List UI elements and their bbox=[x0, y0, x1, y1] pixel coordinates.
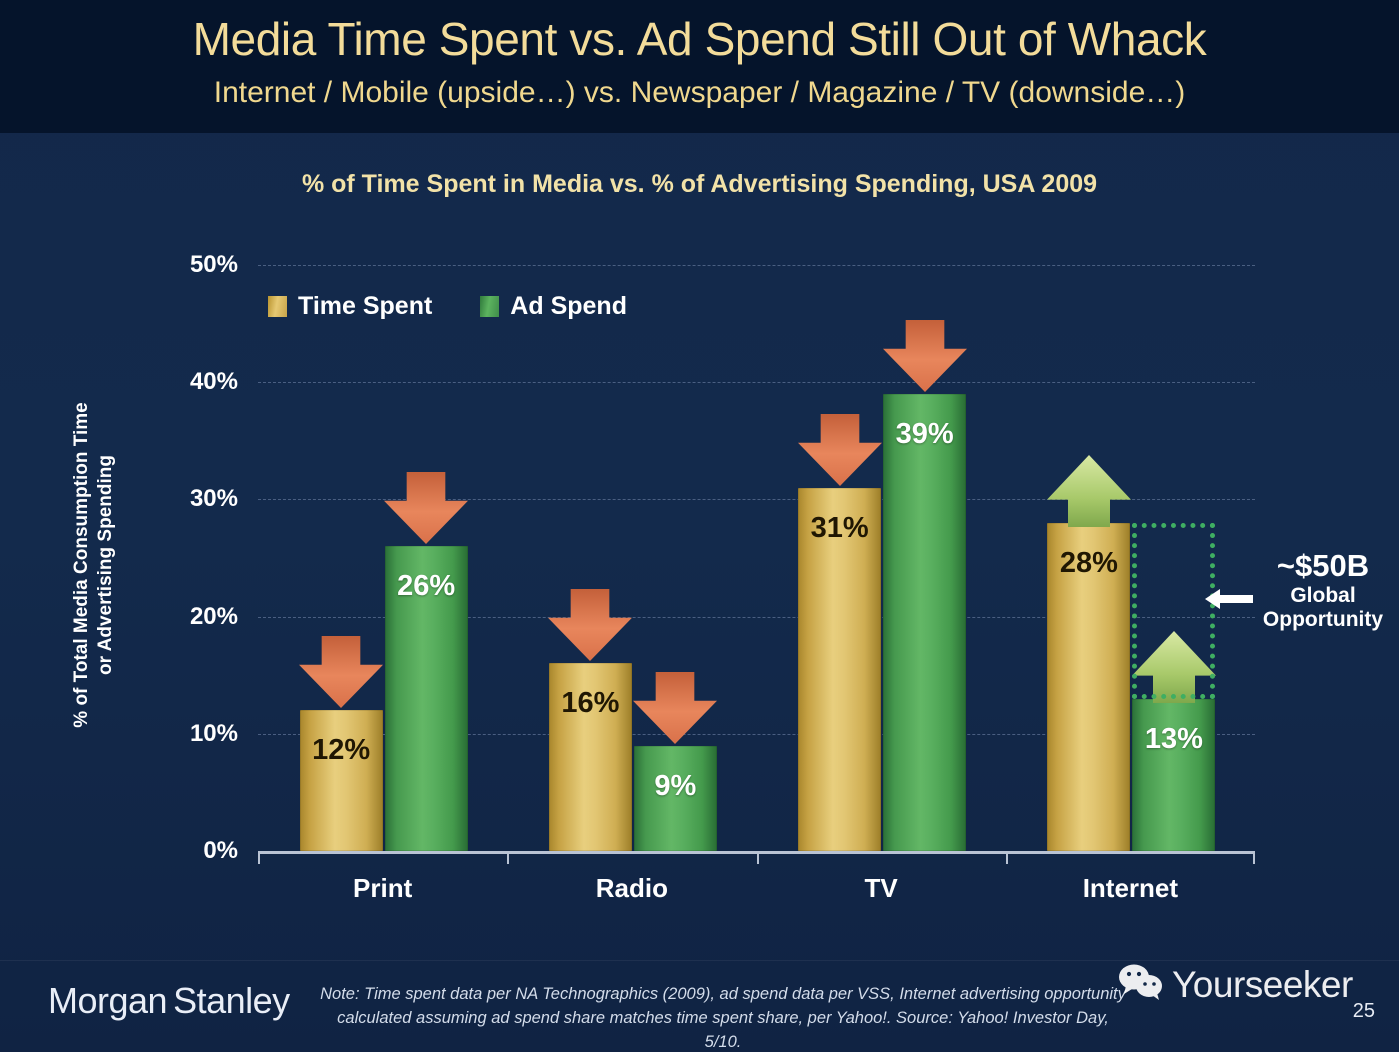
bar-value-label: 26% bbox=[397, 570, 456, 603]
page-number: 25 bbox=[1352, 1000, 1375, 1022]
gridline-10 bbox=[258, 733, 1255, 735]
morgan-stanley-logo: Morgan Stanley bbox=[48, 980, 290, 1022]
callout-line3: Opportunity bbox=[1262, 607, 1384, 631]
source-note-line2: spend share matches time spent share, pe… bbox=[514, 1008, 1109, 1051]
global-opportunity-callout: ~$50B Global Opportunity bbox=[1248, 548, 1398, 632]
y-tick-label-30%: 30% bbox=[189, 485, 238, 513]
x-axis-tick bbox=[507, 851, 510, 864]
gridline-20 bbox=[258, 616, 1255, 618]
watermark-text: Yourseeker bbox=[1172, 963, 1353, 1005]
x-axis-tick bbox=[1253, 851, 1255, 864]
slide-header: Media Time Spent vs. Ad Spend Still Out … bbox=[0, 0, 1399, 133]
callout-amount: ~$50B bbox=[1276, 548, 1370, 583]
y-axis-title-line1: % of Total Media Consumption Time bbox=[71, 402, 92, 728]
legend-item-time-spent[interactable]: Time Spent bbox=[268, 292, 432, 321]
gridline-40 bbox=[258, 382, 1255, 384]
x-category-label-internet: Internet bbox=[1082, 873, 1179, 903]
y-axis-title: % of Total Media Consumption Time or Adv… bbox=[70, 330, 130, 800]
x-axis-tick bbox=[258, 851, 260, 864]
x-category-label-tv: TV bbox=[864, 873, 898, 903]
callout-arrow-icon bbox=[1205, 588, 1253, 610]
bar-internet-time-spent[interactable]: 28% bbox=[1047, 522, 1131, 851]
up-arrow-icon-internet-ad-spend bbox=[1131, 630, 1216, 703]
source-note-line1: Note: Time spent data per NA Technograph… bbox=[320, 985, 1126, 1027]
down-arrow-icon-radio-time-spent bbox=[548, 589, 633, 662]
y-tick-label-50%: 50% bbox=[189, 251, 238, 278]
legend-item-ad-spend[interactable]: Ad Spend bbox=[480, 292, 627, 321]
x-axis-tick bbox=[756, 851, 759, 864]
bar-value-label: 16% bbox=[561, 687, 620, 720]
x-category-label-radio: Radio bbox=[595, 873, 668, 903]
down-arrow-icon-tv-time-spent bbox=[797, 413, 882, 486]
y-tick-label-40%: 40% bbox=[189, 368, 238, 396]
opportunity-gap-box bbox=[1132, 522, 1216, 699]
down-arrow-icon-print-time-spent bbox=[299, 636, 384, 709]
gridline-30 bbox=[258, 499, 1255, 501]
brand-second: Stanley bbox=[173, 980, 290, 1021]
x-axis-tick bbox=[1005, 851, 1008, 864]
legend-label: Time Spent bbox=[298, 292, 433, 320]
bar-tv-ad-spend[interactable]: 39% bbox=[883, 393, 967, 851]
gridline-50 bbox=[258, 265, 1255, 266]
bar-internet-ad-spend[interactable]: 13% bbox=[1132, 698, 1216, 851]
source-note: Note: Time spent data per NA Technograph… bbox=[318, 983, 1128, 1052]
bar-tv-time-spent[interactable]: 31% bbox=[798, 487, 882, 851]
brand-first: Morgan bbox=[48, 980, 168, 1021]
legend-label: Ad Spend bbox=[510, 292, 627, 320]
watermark: Yourseeker bbox=[1118, 963, 1353, 1006]
y-tick-label-0%: 0% bbox=[203, 837, 238, 864]
up-arrow-icon-internet-time-spent bbox=[1046, 454, 1131, 527]
chart-title: % of Time Spent in Media vs. % of Advert… bbox=[301, 170, 1098, 198]
down-arrow-icon-tv-ad-spend bbox=[882, 319, 967, 392]
bar-value-label: 39% bbox=[895, 417, 954, 450]
slide-subtitle: Internet / Mobile (upside…) vs. Newspape… bbox=[213, 76, 1186, 109]
bar-value-label: 31% bbox=[810, 511, 869, 544]
bar-value-label: 12% bbox=[312, 734, 371, 767]
chart-legend: Time Spent Ad Spend bbox=[268, 292, 627, 321]
legend-swatch-icon bbox=[480, 296, 500, 317]
down-arrow-icon-radio-ad-spend bbox=[633, 671, 718, 744]
bar-print-time-spent[interactable]: 12% bbox=[299, 710, 383, 851]
down-arrow-icon-print-ad-spend bbox=[384, 472, 469, 545]
legend-swatch-icon bbox=[268, 296, 287, 317]
x-category-label-print: Print bbox=[353, 873, 413, 903]
plot-area: 0% 10% 20% 30% 40% 50% 12% 26% 16% 9% 31% 39% 28% 13% bbox=[190, 251, 1255, 864]
y-tick-label-20%: 20% bbox=[189, 602, 238, 630]
bar-value-label: 28% bbox=[1059, 546, 1118, 579]
callout-line2: Global bbox=[1290, 583, 1356, 607]
y-axis-title-line2: or Advertising Spending bbox=[94, 455, 116, 675]
footer-divider bbox=[0, 960, 1399, 961]
bar-radio-ad-spend[interactable]: 9% bbox=[633, 745, 717, 851]
y-tick-label-10%: 10% bbox=[189, 719, 238, 747]
bar-value-label: 13% bbox=[1144, 722, 1203, 755]
slide-title: Media Time Spent vs. Ad Spend Still Out … bbox=[192, 13, 1207, 65]
bar-print-ad-spend[interactable]: 26% bbox=[384, 546, 468, 851]
bar-value-label: 9% bbox=[654, 769, 697, 802]
bar-radio-time-spent[interactable]: 16% bbox=[548, 663, 632, 851]
